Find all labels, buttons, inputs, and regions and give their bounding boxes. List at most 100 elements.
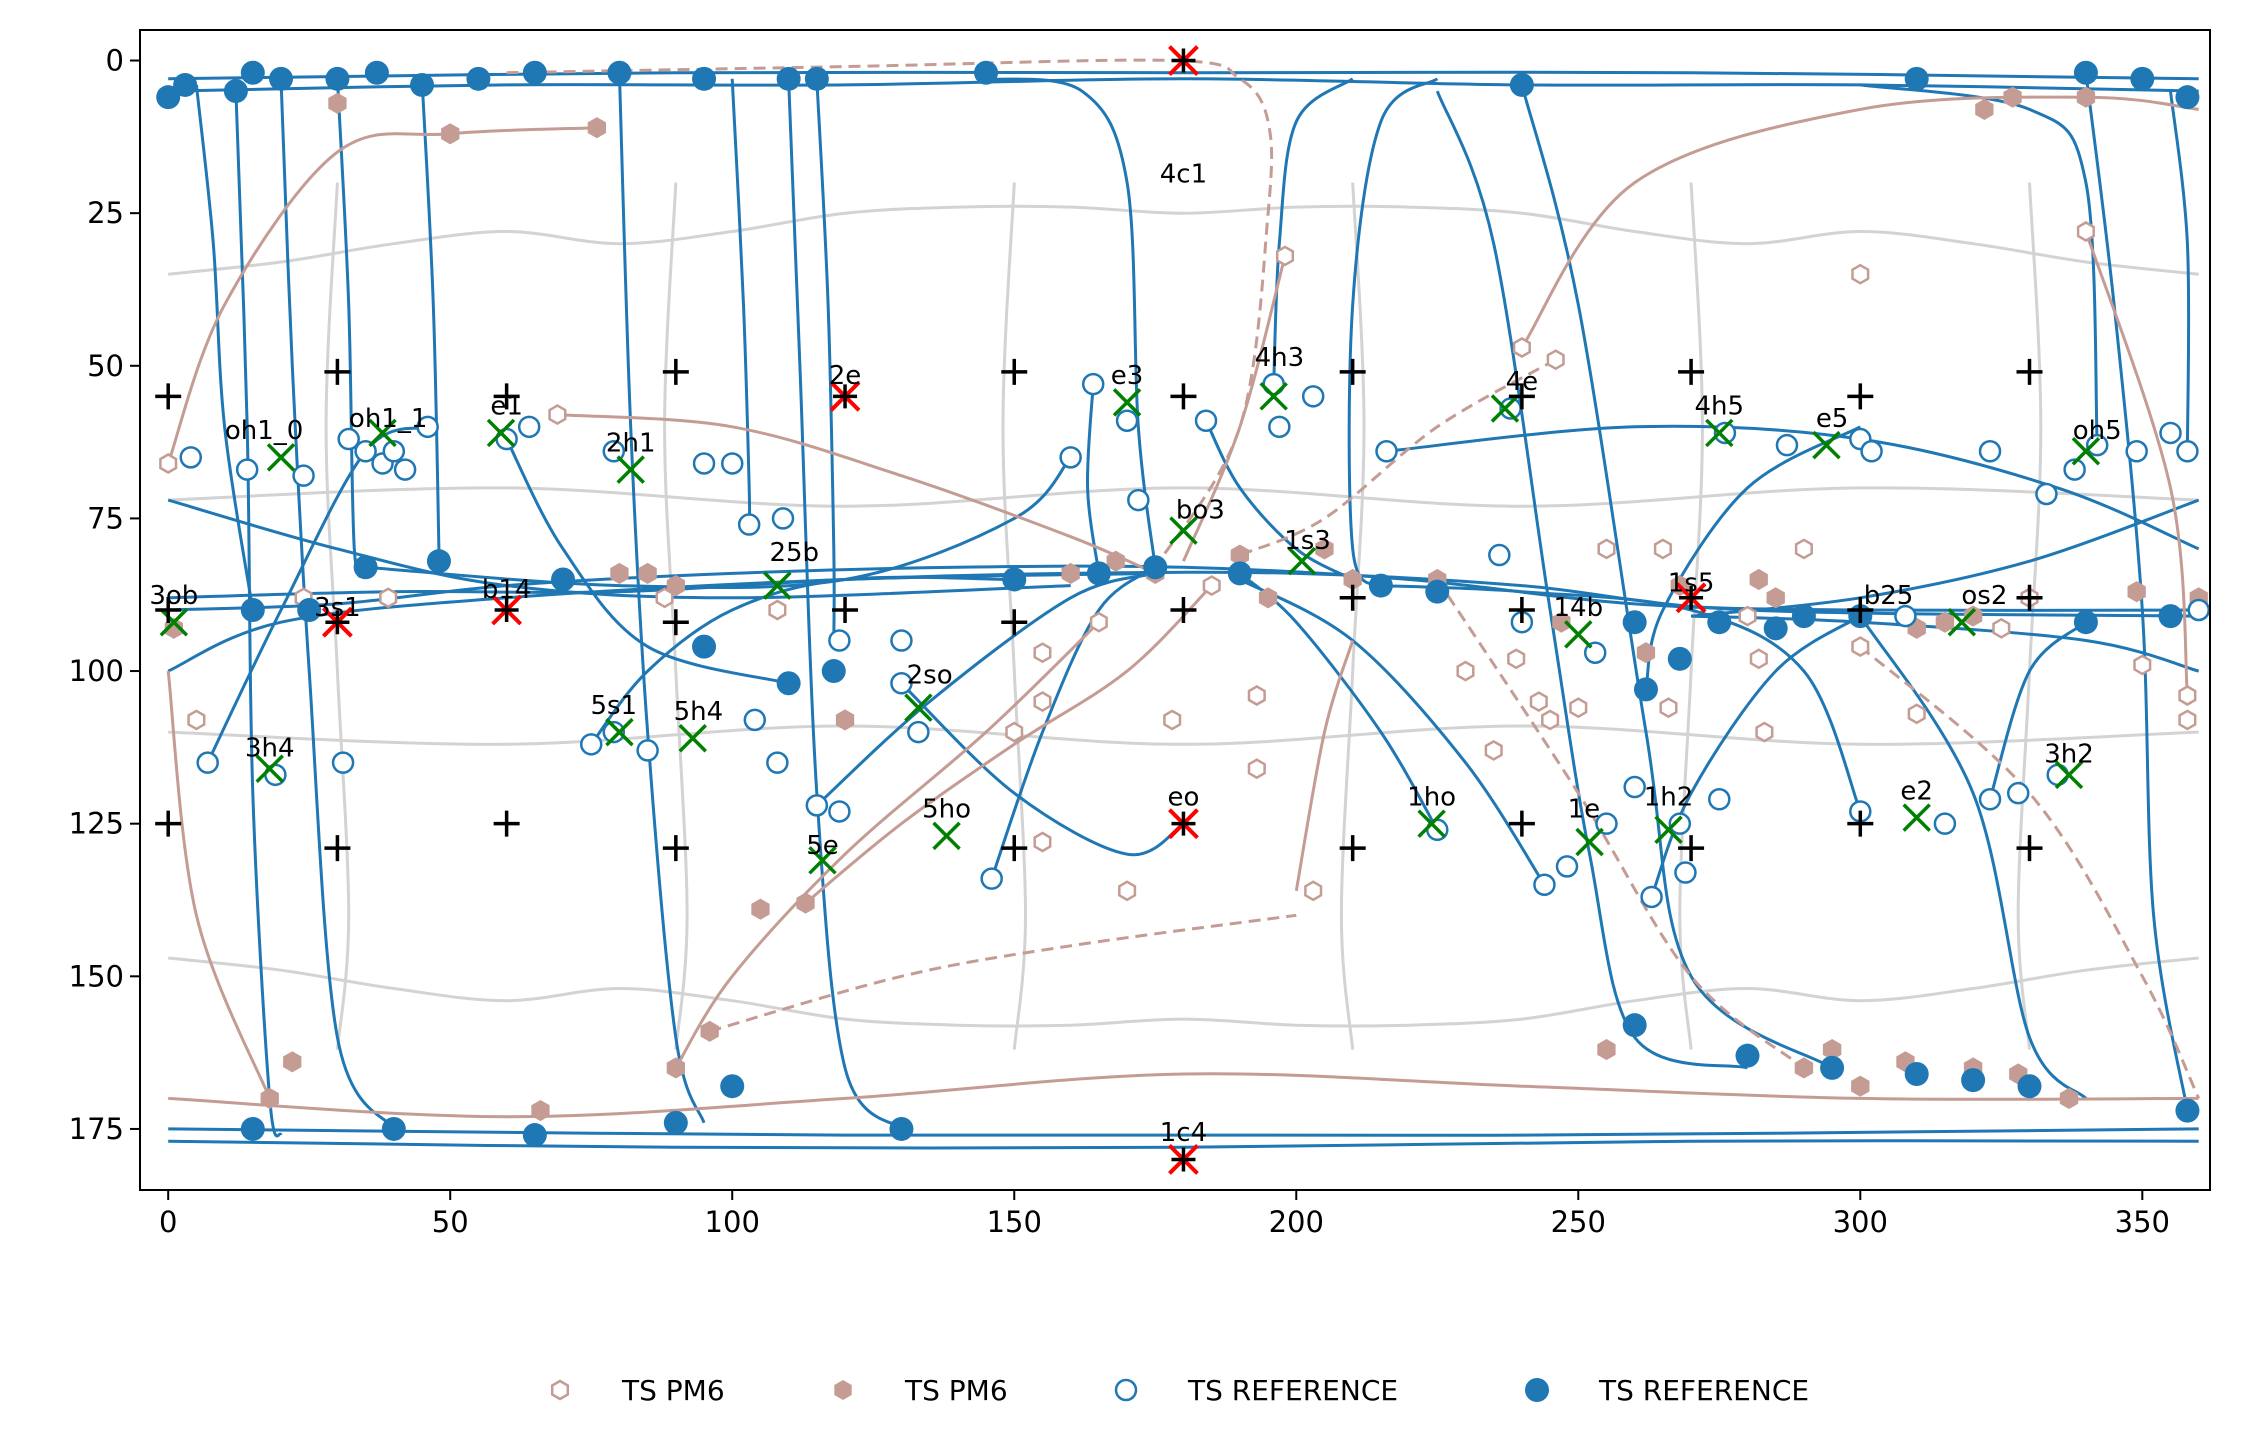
annotation-label: 1h2 <box>1644 782 1694 812</box>
annotation-label: e3 <box>1111 361 1144 391</box>
reference-filled-point <box>551 567 576 592</box>
pm6-series-line <box>1239 358 1557 557</box>
plus-marker <box>1339 835 1366 862</box>
reference-filled-point <box>2175 1098 2200 1123</box>
annotation-label: 1s5 <box>1668 569 1715 599</box>
pm6-open-point <box>1456 660 1475 682</box>
plus-marker <box>2016 584 2043 611</box>
reference-filled-point <box>410 72 435 97</box>
plus-marker <box>2016 358 2043 385</box>
green-x-marker <box>1947 607 1977 637</box>
annotation-label: 4h5 <box>1695 392 1745 422</box>
annotation-label: 5e <box>806 831 839 861</box>
reference-filled-point <box>720 1074 745 1099</box>
green-x-marker <box>904 693 933 722</box>
pm6-open-point <box>1484 739 1503 761</box>
plus-marker <box>1508 383 1535 410</box>
pm6-series-line <box>709 913 1297 1033</box>
reference-filled-point <box>1791 604 1816 629</box>
reference-open-point <box>1059 446 1082 469</box>
pm6-open-point <box>1794 538 1813 560</box>
reference-open-point <box>2035 482 2058 506</box>
pm6-series-line <box>804 584 1213 905</box>
x-tick-label: 50 <box>432 1205 469 1239</box>
reference-filled-point <box>804 66 829 91</box>
green-x-marker <box>486 418 516 448</box>
annotation-label: 4c1 <box>1160 160 1207 190</box>
reference-filled-point <box>297 598 322 622</box>
reference-filled-point <box>1904 66 1929 91</box>
reference-open-point <box>1375 440 1398 463</box>
pm6-open-point <box>1275 245 1295 267</box>
pm6-series-line <box>166 126 597 465</box>
reference-filled-point <box>974 60 999 85</box>
reference-filled-point <box>1086 561 1111 586</box>
reference-filled-point <box>663 1110 688 1135</box>
reference-open-point <box>1194 409 1218 432</box>
red-star-center <box>1679 585 1704 610</box>
background-grid-line <box>168 486 2199 508</box>
annotation-label: 4e <box>1506 367 1539 397</box>
pm6-filled-point <box>2059 1087 2079 1109</box>
axes-group: 0 50 100 150 200 250 300 350 0 25 50 75 100 125 150 175 <box>69 44 2170 1239</box>
pm6-filled-point <box>751 898 770 920</box>
marker-group <box>155 45 2210 1175</box>
plus-marker <box>324 835 351 862</box>
reference-series-line <box>505 438 789 685</box>
pm6-open-point <box>1907 703 1926 725</box>
pm6-filled-point <box>1061 562 1080 584</box>
background-grid-line <box>168 956 2199 1028</box>
plus-marker <box>1847 810 1874 837</box>
legend-label: TS PM6 <box>904 1374 1008 1407</box>
reference-filled-point <box>1425 579 1450 604</box>
legend: TS PM6 TS PM6 TS REFERENCE TS REFERENCE <box>550 1374 1809 1407</box>
reference-open-point <box>416 415 439 439</box>
pm6-open-point <box>1304 880 1323 902</box>
reference-filled-point <box>889 1116 914 1141</box>
reference-series-line <box>985 77 1157 568</box>
reference-open-point <box>1640 885 1663 909</box>
reference-open-point <box>890 672 913 695</box>
pm6-open-point <box>159 453 178 474</box>
reference-filled-point <box>522 60 547 85</box>
annotation-label: 4h3 <box>1255 343 1305 373</box>
reference-filled-point <box>1002 567 1027 592</box>
pm6-filled-point <box>1636 642 1656 664</box>
annotation-label: e1 <box>490 392 523 422</box>
reference-filled-point <box>776 66 801 91</box>
pm6-open-point <box>2133 654 2152 676</box>
green-x-marker <box>1564 620 1593 649</box>
pm6-filled-point <box>164 617 183 639</box>
green-x-marker <box>1575 827 1604 857</box>
background-grid-line <box>168 204 2199 276</box>
y-tick-label: 0 <box>106 44 124 78</box>
background-grid-group <box>168 182 2199 1050</box>
reference-open-point <box>743 708 767 732</box>
green-x-marker <box>932 821 961 851</box>
reference-filled-point <box>1667 646 1692 671</box>
legend-marker-reference-filled <box>1525 1378 1549 1402</box>
plus-marker <box>1001 358 1028 385</box>
reference-filled-point <box>1622 610 1647 635</box>
green-x-marker <box>1654 815 1683 845</box>
reference-open-point <box>1081 372 1105 396</box>
annotation-label: e5 <box>1816 404 1849 434</box>
reference-open-point <box>1978 788 2002 811</box>
reference-series-line <box>1860 83 2099 446</box>
reference-open-point <box>1860 440 1883 463</box>
background-grid-line <box>324 182 351 1050</box>
reference-filled-point <box>173 72 198 97</box>
plus-marker <box>1847 383 1874 410</box>
reference-filled-point <box>2017 1074 2042 1099</box>
reference-filled-point <box>776 671 801 696</box>
pm6-open-point <box>187 709 206 731</box>
pm6-open-point <box>1755 721 1774 743</box>
pm6-filled-point <box>2003 86 2022 108</box>
x-tick-label: 0 <box>159 1205 177 1239</box>
pm6-open-point <box>1247 685 1266 706</box>
plus-marker <box>1508 810 1535 837</box>
pm6-filled-point <box>1258 587 1278 609</box>
reference-series-line <box>900 682 1185 857</box>
reference-filled-point <box>1820 1055 1845 1080</box>
